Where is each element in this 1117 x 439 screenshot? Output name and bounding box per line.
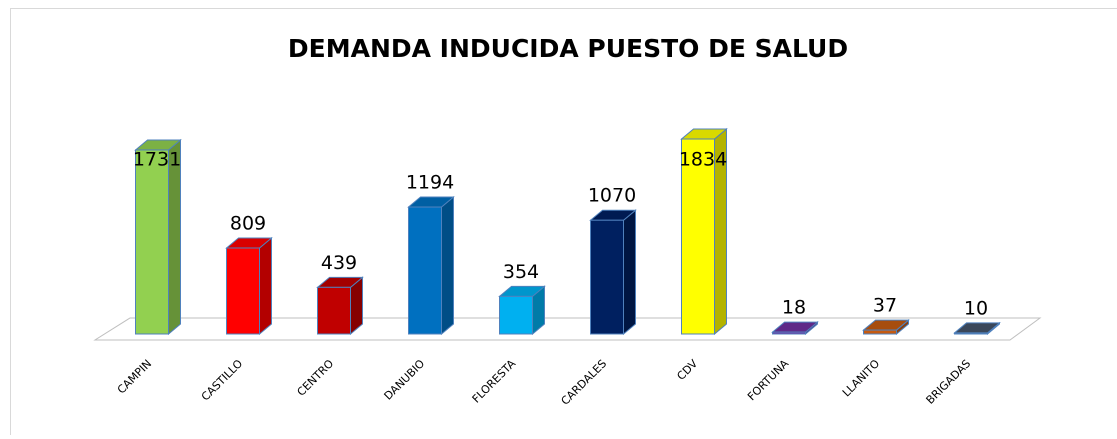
bar bbox=[773, 332, 806, 334]
bar bbox=[409, 207, 442, 334]
data-label: 1194 bbox=[406, 172, 454, 194]
data-label: 354 bbox=[503, 261, 539, 283]
bar bbox=[955, 333, 988, 334]
data-label: 1731 bbox=[133, 149, 181, 171]
data-label: 1834 bbox=[679, 149, 727, 171]
data-label: 439 bbox=[321, 252, 357, 274]
data-label: 18 bbox=[782, 297, 806, 319]
bar bbox=[227, 248, 260, 334]
bar bbox=[591, 220, 624, 334]
bar bbox=[136, 150, 169, 334]
data-label: 10 bbox=[964, 297, 988, 319]
bar-side bbox=[624, 210, 636, 334]
data-label: 809 bbox=[230, 212, 266, 234]
chart-title: DEMANDA INDUCIDA PUESTO DE SALUD bbox=[288, 34, 848, 63]
data-label: 37 bbox=[873, 295, 897, 317]
bar-side bbox=[260, 238, 272, 334]
data-label: 1070 bbox=[588, 185, 636, 207]
bar bbox=[500, 296, 533, 334]
bar bbox=[318, 287, 351, 334]
bar-side bbox=[442, 197, 454, 334]
bar bbox=[864, 330, 897, 334]
